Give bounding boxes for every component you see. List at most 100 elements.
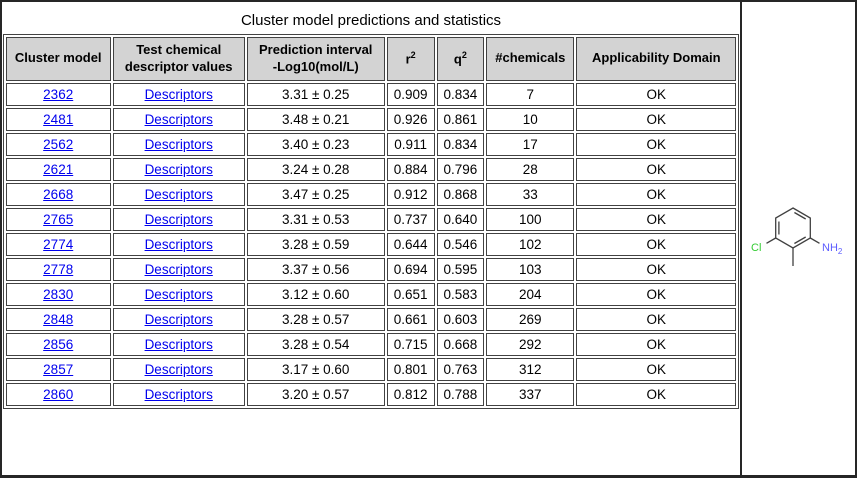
cluster-model-link[interactable]: 2774 [43, 236, 74, 252]
structure-pane: Cl NH2 [742, 2, 855, 475]
table-row: 2860 Descriptors 3.20 ± 0.57 0.812 0.788 337 O… [5, 382, 737, 406]
cluster-model-link[interactable]: 2830 [43, 286, 74, 302]
cluster-model-link-cell: 2765 [5, 207, 111, 231]
cluster-model-link-cell: 2668 [5, 182, 111, 206]
descriptors-link[interactable]: Descriptors [144, 236, 213, 252]
page-title: Cluster model predictions and statistics [240, 12, 502, 29]
table-header: Cluster model Test chemical descriptor v… [5, 37, 737, 81]
table-body: 2362 Descriptors 3.31 ± 0.25 0.909 0.834 7 OK 2… [5, 82, 737, 406]
applicability-domain-cell: OK [576, 232, 737, 256]
cluster-model-link[interactable]: 2668 [43, 186, 74, 202]
cluster-model-link[interactable]: 2621 [43, 161, 74, 177]
prediction-interval-cell: 3.28 ± 0.54 [246, 332, 385, 356]
results-pane: Cluster model predictions and statistics… [2, 2, 740, 475]
r2-value-cell: 0.715 [386, 332, 435, 356]
r2-value-cell: 0.651 [386, 282, 435, 306]
descriptors-link[interactable]: Descriptors [144, 136, 213, 152]
cluster-model-link-cell: 2857 [5, 357, 111, 381]
r2-value-cell: 0.694 [386, 257, 435, 281]
col-header-applicability-domain: Applicability Domain [576, 37, 737, 81]
chlorine-label: Cl [751, 242, 761, 254]
applicability-domain-cell: OK [576, 107, 737, 131]
prediction-interval-line1: Prediction interval [258, 42, 373, 57]
cluster-model-link[interactable]: 2362 [43, 86, 74, 102]
descriptors-link-cell: Descriptors [112, 232, 245, 256]
r2-value-cell: 0.884 [386, 157, 435, 181]
q2-value-cell: 0.668 [436, 332, 485, 356]
cluster-model-link-cell: 2621 [5, 157, 111, 181]
chemicals-count-cell: 204 [486, 282, 575, 306]
table-row: 2481 Descriptors 3.48 ± 0.21 0.926 0.861 10 OK [5, 107, 737, 131]
double-bond-bottom-right [794, 236, 807, 245]
applicability-domain-cell: OK [576, 382, 737, 406]
cluster-model-link[interactable]: 2848 [43, 311, 74, 327]
chemicals-count-cell: 103 [486, 257, 575, 281]
cluster-model-link[interactable]: 2481 [43, 111, 74, 127]
chemicals-count-cell: 102 [486, 232, 575, 256]
chemicals-count-cell: 10 [486, 107, 575, 131]
col-header-descriptors: Test chemical descriptor values [112, 37, 245, 81]
q2-value-cell: 0.583 [436, 282, 485, 306]
descriptors-link-cell: Descriptors [112, 257, 245, 281]
bond-to-chlorine [766, 237, 777, 244]
table-row: 2857 Descriptors 3.17 ± 0.60 0.801 0.763 312 O… [5, 357, 737, 381]
chemicals-count-cell: 33 [486, 182, 575, 206]
chemicals-count-cell: 312 [486, 357, 575, 381]
descriptors-link[interactable]: Descriptors [144, 386, 213, 402]
cluster-model-link-cell: 2362 [5, 82, 111, 106]
cluster-model-link-cell: 2778 [5, 257, 111, 281]
table-row: 2848 Descriptors 3.28 ± 0.57 0.661 0.603 269 O… [5, 307, 737, 331]
prediction-interval-cell: 3.31 ± 0.25 [246, 82, 385, 106]
prediction-interval-line2: -Log10(mol/L) [272, 58, 359, 74]
cluster-model-link[interactable]: 2765 [43, 211, 74, 227]
r2-value-cell: 0.812 [386, 382, 435, 406]
applicability-domain-cell: OK [576, 132, 737, 156]
cluster-model-link[interactable]: 2778 [43, 261, 74, 277]
chemical-structure: Cl NH2 [751, 207, 843, 266]
cluster-model-link[interactable]: 2562 [43, 136, 74, 152]
descriptors-link[interactable]: Descriptors [144, 311, 213, 327]
descriptors-link[interactable]: Descriptors [144, 111, 213, 127]
descriptors-link[interactable]: Descriptors [144, 286, 213, 302]
q2-value-cell: 0.834 [436, 82, 485, 106]
cluster-model-link-cell: 2830 [5, 282, 111, 306]
r2-value-cell: 0.909 [386, 82, 435, 106]
r2-value-cell: 0.926 [386, 107, 435, 131]
applicability-domain-cell: OK [576, 157, 737, 181]
cluster-model-link-cell: 2481 [5, 107, 111, 131]
applicability-domain-cell: OK [576, 257, 737, 281]
bond-to-amine [809, 237, 820, 244]
descriptors-link[interactable]: Descriptors [144, 261, 213, 277]
prediction-interval-cell: 3.37 ± 0.56 [246, 257, 385, 281]
cluster-model-link[interactable]: 2857 [43, 361, 74, 377]
q2-value-cell: 0.861 [436, 107, 485, 131]
prediction-interval-cell: 3.24 ± 0.28 [246, 157, 385, 181]
cluster-model-link[interactable]: 2856 [43, 336, 74, 352]
table-row: 2856 Descriptors 3.28 ± 0.54 0.715 0.668 292 O… [5, 332, 737, 356]
descriptors-link[interactable]: Descriptors [144, 361, 213, 377]
cluster-model-link-cell: 2856 [5, 332, 111, 356]
col-header-cluster-model: Cluster model [5, 37, 111, 81]
col-header-prediction-interval: Prediction interval -Log10(mol/L) [246, 37, 385, 81]
r2-value-cell: 0.737 [386, 207, 435, 231]
prediction-interval-cell: 3.28 ± 0.59 [246, 232, 385, 256]
cluster-model-link[interactable]: 2860 [43, 386, 74, 402]
q2-value-cell: 0.595 [436, 257, 485, 281]
prediction-interval-cell: 3.48 ± 0.21 [246, 107, 385, 131]
descriptors-link[interactable]: Descriptors [144, 211, 213, 227]
applicability-domain-cell: OK [576, 282, 737, 306]
descriptors-link-cell: Descriptors [112, 182, 245, 206]
table-row: 2362 Descriptors 3.31 ± 0.25 0.909 0.834 7 OK [5, 82, 737, 106]
q2-value-cell: 0.796 [436, 157, 485, 181]
q2-value-cell: 0.640 [436, 207, 485, 231]
descriptors-link-cell: Descriptors [112, 132, 245, 156]
descriptors-link[interactable]: Descriptors [144, 336, 213, 352]
chemicals-count-cell: 337 [486, 382, 575, 406]
descriptors-link-cell: Descriptors [112, 157, 245, 181]
pane-divider [740, 2, 742, 475]
descriptors-link[interactable]: Descriptors [144, 86, 213, 102]
table-row: 2621 Descriptors 3.24 ± 0.28 0.884 0.796 28 OK [5, 157, 737, 181]
descriptors-link[interactable]: Descriptors [144, 161, 213, 177]
descriptors-link[interactable]: Descriptors [144, 186, 213, 202]
